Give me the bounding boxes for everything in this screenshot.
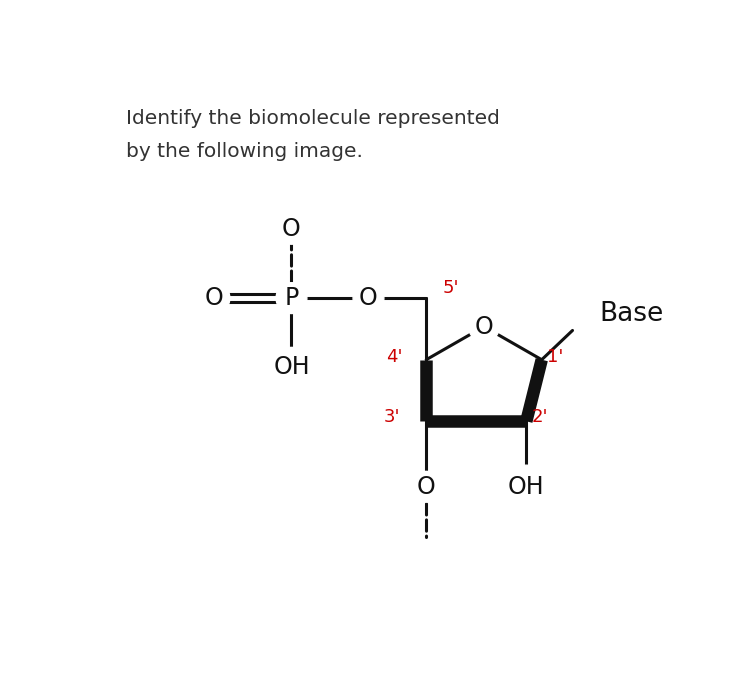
Text: 3': 3': [383, 409, 400, 426]
Text: O: O: [282, 217, 301, 241]
Text: 4': 4': [386, 348, 402, 366]
Text: 1': 1': [548, 348, 564, 366]
Circle shape: [353, 282, 384, 314]
Text: O: O: [474, 314, 493, 339]
Circle shape: [505, 465, 548, 508]
Text: P: P: [284, 286, 298, 310]
Text: OH: OH: [273, 355, 310, 380]
Text: O: O: [417, 475, 436, 499]
Text: by the following image.: by the following image.: [126, 142, 363, 161]
Circle shape: [411, 471, 442, 502]
Text: 2': 2': [532, 409, 548, 426]
Text: OH: OH: [508, 475, 545, 499]
Circle shape: [276, 214, 307, 244]
Text: 5': 5': [442, 279, 459, 297]
Text: Identify the biomolecule represented: Identify the biomolecule represented: [126, 110, 500, 128]
Circle shape: [276, 282, 307, 314]
Text: O: O: [205, 286, 224, 310]
Circle shape: [468, 311, 499, 342]
Circle shape: [272, 348, 312, 387]
Text: O: O: [359, 286, 377, 310]
Circle shape: [199, 282, 230, 314]
Text: Base: Base: [600, 301, 664, 326]
